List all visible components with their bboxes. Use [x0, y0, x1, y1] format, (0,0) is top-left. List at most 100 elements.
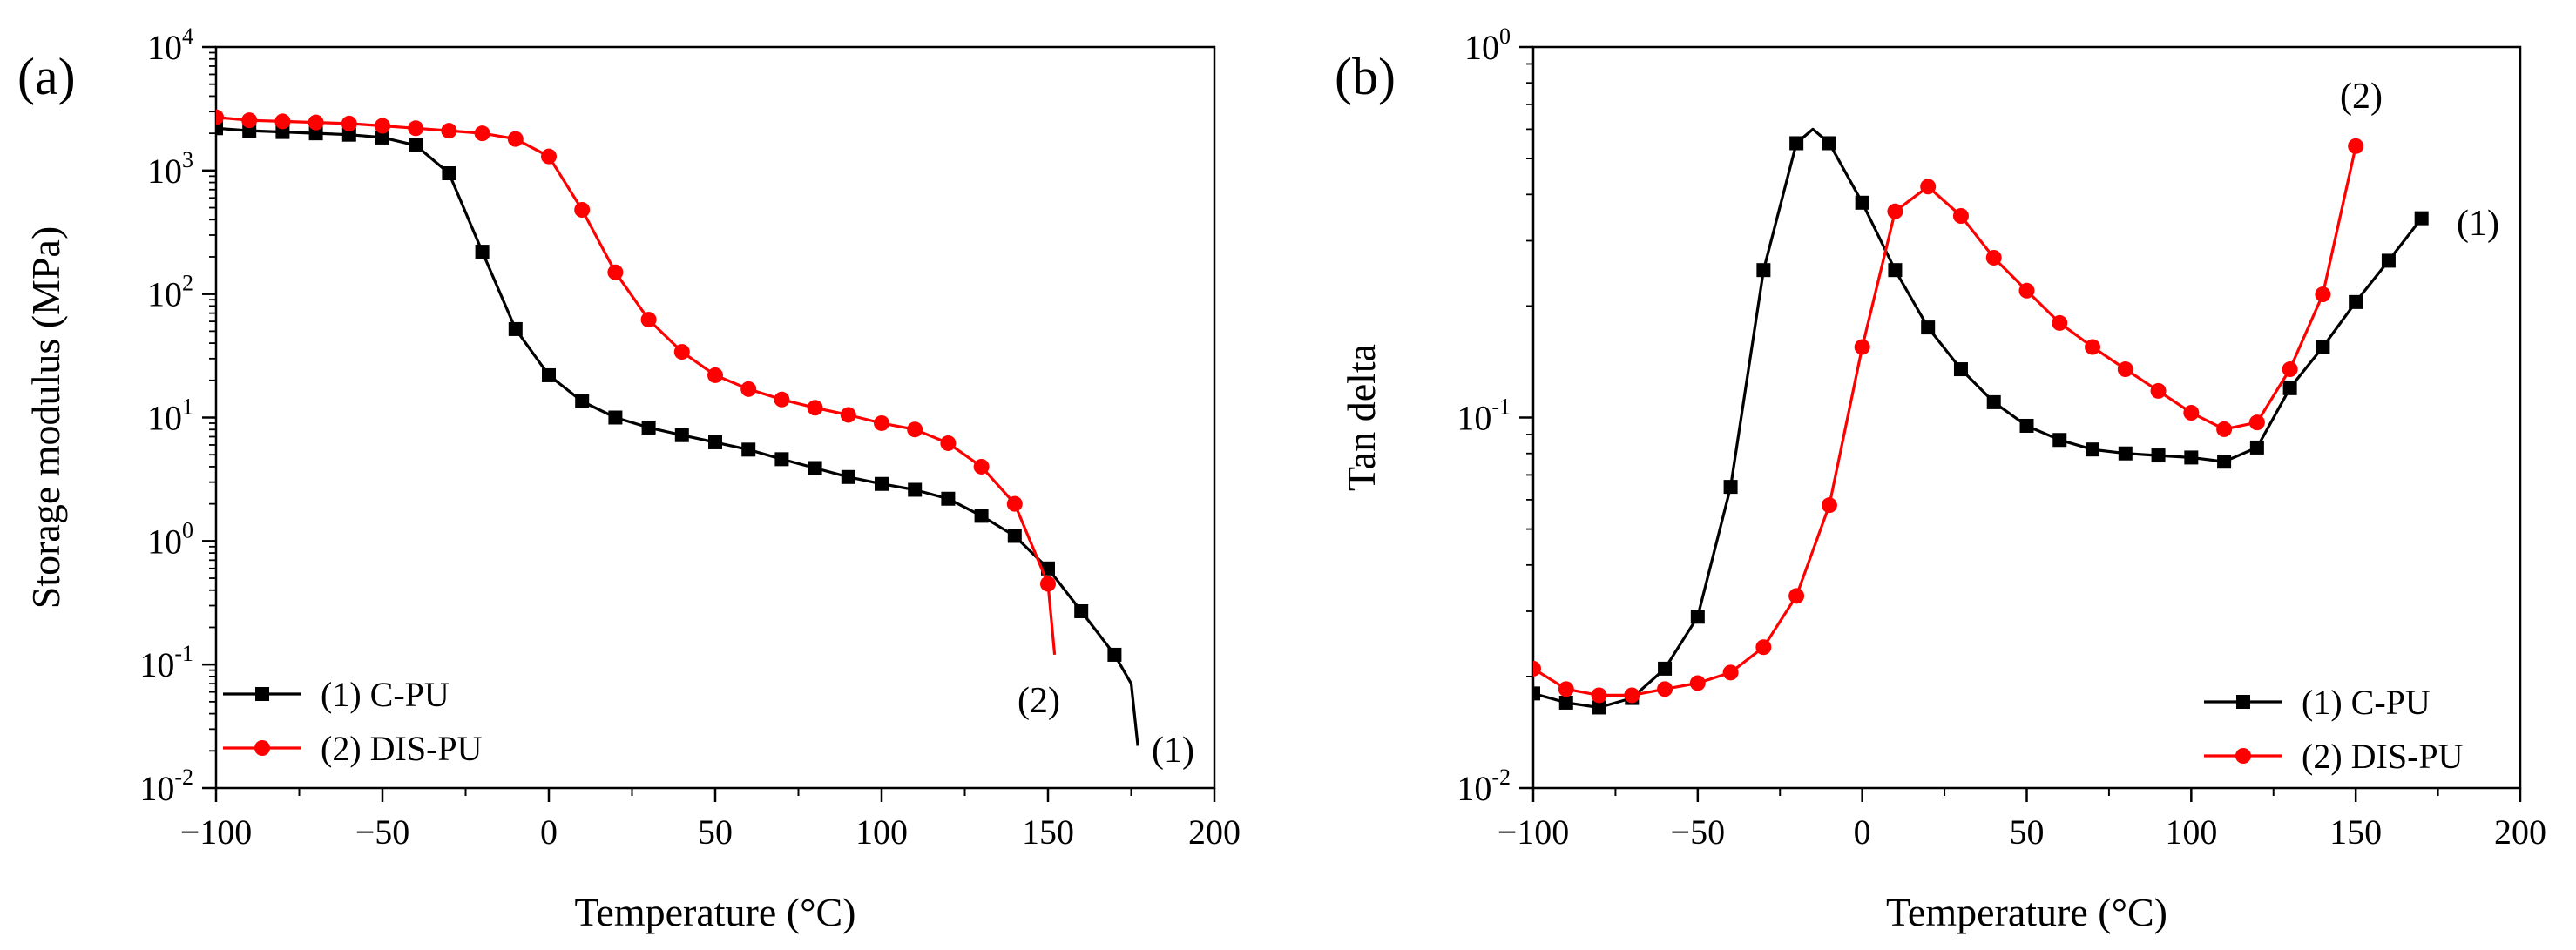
data-point-square — [341, 127, 356, 142]
data-point-square — [841, 469, 855, 484]
data-point-circle — [607, 264, 624, 280]
x-axis-title: Temperature (°C) — [575, 890, 856, 934]
data-point-square — [875, 476, 889, 491]
legend-entry: (2) DIS-PU — [223, 729, 483, 768]
y-tick-label: 10-1 — [139, 641, 193, 684]
data-point-circle — [2018, 282, 2035, 299]
x-tick-label: 0 — [540, 812, 558, 852]
data-point-circle — [2183, 405, 2200, 421]
series-2 — [216, 109, 1057, 656]
data-point-square — [216, 121, 223, 136]
data-point-square — [475, 245, 490, 259]
y-tick-label: 100 — [1464, 24, 1511, 67]
data-point-square — [808, 461, 822, 475]
y-tick-base: 10 — [1457, 399, 1491, 438]
legend-label: (2) DIS-PU — [321, 729, 483, 768]
data-point-square — [1986, 394, 2001, 409]
data-point-circle — [1755, 639, 1772, 656]
data-point-square — [2217, 455, 2232, 469]
y-tick-exponent: -2 — [1491, 765, 1511, 790]
series-1 — [216, 121, 1139, 746]
y-tick-exponent: 3 — [182, 147, 193, 172]
data-point-circle — [474, 125, 490, 142]
data-point-circle — [973, 458, 990, 475]
data-point-square — [1690, 610, 1705, 624]
x-axis: −100 −50 0 50 100 150 200 — [1498, 788, 2546, 852]
data-point-square — [442, 165, 456, 180]
y-tick-label: 104 — [147, 24, 193, 67]
data-point-circle — [2248, 414, 2265, 431]
y-tick-exponent: 2 — [182, 271, 193, 296]
data-point-square — [1953, 362, 1968, 377]
data-point-circle — [1689, 675, 1706, 691]
data-point-square — [2414, 211, 2429, 226]
data-point-circle — [241, 112, 258, 129]
data-point-square — [2052, 433, 2067, 448]
data-point-circle — [2315, 286, 2331, 303]
y-tick-base: 10 — [147, 399, 182, 438]
curve-annotation: (2) — [1018, 681, 1060, 721]
y-tick-exponent: 0 — [182, 517, 193, 542]
x-tick-label: −50 — [1671, 812, 1726, 852]
x-tick-label: 50 — [698, 812, 733, 852]
data-point-circle — [2348, 138, 2364, 154]
data-point-square — [2316, 340, 2330, 354]
y-tick-exponent: 0 — [1499, 24, 1511, 49]
legend-label: (2) DIS-PU — [2302, 737, 2464, 776]
data-point-circle — [740, 381, 757, 397]
legend-marker-circle — [254, 740, 270, 756]
series-2 — [1533, 138, 2364, 704]
data-point-square — [708, 435, 722, 449]
data-point-circle — [1887, 203, 1903, 219]
data-point-circle — [341, 115, 357, 131]
legend-marker-square — [255, 687, 269, 701]
data-point-circle — [541, 148, 557, 165]
y-tick-base: 10 — [1457, 769, 1491, 808]
y-tick-base: 10 — [147, 152, 182, 191]
panel-label: (b) — [1335, 48, 1396, 105]
panel-label: (a) — [17, 48, 76, 105]
data-point-circle — [2216, 421, 2233, 437]
x-tick-label: −100 — [1498, 812, 1570, 852]
x-tick-label: 100 — [2165, 812, 2217, 852]
data-point-circle — [673, 344, 690, 360]
y-tick-label: 10-2 — [139, 765, 193, 808]
x-tick-label: 0 — [1854, 812, 1871, 852]
data-point-square — [375, 130, 389, 145]
data-point-square — [1558, 695, 1573, 710]
data-point-square — [275, 125, 290, 139]
curve-annotation: (2) — [2340, 77, 2383, 117]
data-point-square — [1533, 686, 1540, 701]
x-axis-title: Temperature (°C) — [1886, 890, 2167, 934]
y-tick-base: 10 — [139, 645, 174, 684]
data-point-circle — [507, 131, 524, 147]
data-point-square — [508, 321, 523, 336]
data-point-square — [1074, 603, 1089, 618]
data-point-circle — [2085, 339, 2101, 355]
y-tick-base: 10 — [147, 28, 182, 67]
data-point-circle — [574, 202, 591, 219]
data-point-square — [542, 367, 556, 382]
legend-marker-square — [2236, 695, 2250, 709]
y-tick-exponent: 4 — [182, 24, 193, 49]
data-point-square — [908, 482, 923, 497]
data-point-circle — [1624, 687, 1640, 704]
data-point-square — [409, 138, 423, 152]
data-point-circle — [1533, 660, 1541, 677]
data-point-circle — [408, 120, 424, 137]
data-point-circle — [2052, 314, 2068, 331]
series-1 — [1533, 127, 2429, 715]
data-point-circle — [874, 414, 889, 431]
data-point-square — [1592, 700, 1606, 715]
series-line — [216, 116, 1057, 656]
data-point-circle — [1040, 576, 1056, 592]
data-point-square — [2118, 446, 2133, 461]
data-point-circle — [2117, 361, 2133, 378]
data-point-circle — [707, 367, 723, 383]
x-tick-label: 150 — [1022, 812, 1074, 852]
data-point-circle — [774, 391, 790, 408]
legend-entry: (1) C-PU — [2204, 683, 2431, 722]
legend-label: (1) C-PU — [2302, 683, 2431, 722]
series-line — [1533, 127, 2423, 710]
